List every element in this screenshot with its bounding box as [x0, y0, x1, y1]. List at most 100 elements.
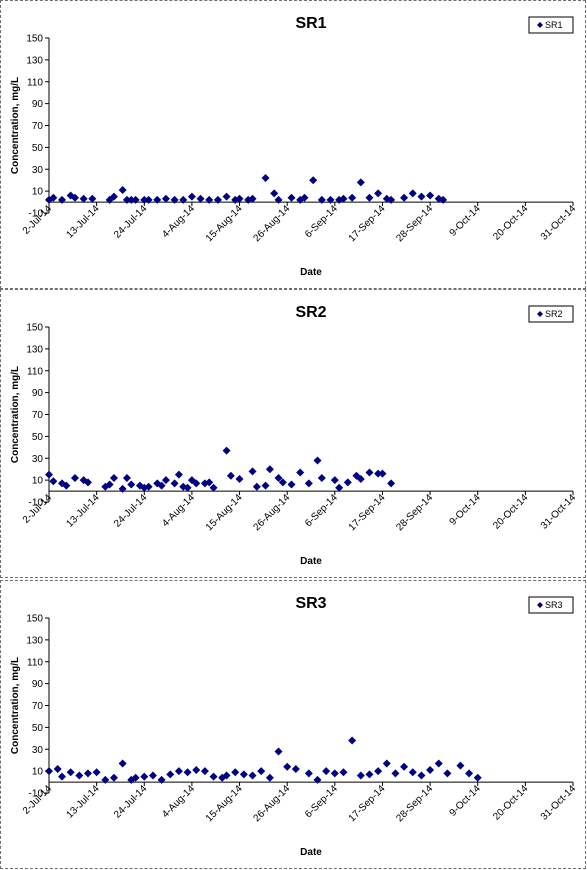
- y-tick-label: 150: [26, 34, 43, 45]
- data-point: [192, 766, 201, 775]
- legend-label: SR3: [545, 600, 563, 610]
- data-point: [183, 768, 192, 777]
- x-tick-label: 20-Oct-14: [491, 783, 531, 823]
- data-point: [265, 773, 274, 782]
- data-point: [265, 465, 274, 474]
- data-point: [304, 769, 313, 778]
- data-point: [209, 483, 218, 492]
- data-point: [348, 193, 357, 202]
- data-point: [274, 473, 283, 482]
- data-point: [153, 195, 162, 204]
- data-point: [57, 195, 66, 204]
- x-tick-label: 13-Jul-14: [64, 492, 102, 530]
- y-tick-label: 90: [32, 99, 44, 110]
- data-point: [161, 476, 170, 485]
- y-tick-label: -10: [29, 498, 44, 509]
- data-point: [313, 456, 322, 465]
- data-point: [326, 195, 335, 204]
- data-point: [374, 767, 383, 776]
- y-tick-label: 30: [32, 165, 44, 176]
- data-point: [222, 771, 231, 780]
- data-point: [365, 770, 374, 779]
- x-tick-label: 31-Oct-14: [539, 203, 579, 243]
- data-point: [226, 471, 235, 480]
- y-tick-label: 50: [32, 723, 44, 734]
- x-tick-label: 20-Oct-14: [491, 203, 531, 243]
- data-point: [49, 193, 58, 202]
- x-tick-label: 17-Sep-14: [347, 203, 388, 244]
- data-point: [122, 473, 131, 482]
- x-tick-label: 31-Oct-14: [539, 492, 579, 532]
- x-tick-label: 28-Sep-14: [394, 492, 435, 533]
- x-tick-label: 26-Aug-14: [252, 783, 293, 824]
- data-point: [339, 768, 348, 777]
- data-point: [408, 189, 417, 198]
- data-point: [248, 771, 257, 780]
- data-point: [330, 476, 339, 485]
- y-axis-title: Concentration, mg/L: [10, 77, 21, 174]
- x-tick-label: 4-Aug-14: [160, 203, 197, 240]
- data-point: [278, 478, 287, 487]
- y-tick-label: 70: [32, 121, 44, 132]
- data-point: [101, 775, 110, 784]
- data-point: [287, 480, 296, 489]
- data-point: [88, 194, 97, 203]
- y-tick-label: -10: [29, 789, 44, 800]
- data-point: [131, 195, 140, 204]
- data-point: [317, 195, 326, 204]
- legend-marker: [537, 22, 543, 28]
- y-tick-label: 130: [26, 55, 43, 66]
- chart-panel-sr3: SR3 -10 10 30 50 70 90 110 130 150 2-Jul-14 13-Jul-…: [0, 580, 586, 869]
- data-point: [222, 446, 231, 455]
- x-tick-label: 28-Sep-14: [394, 203, 435, 244]
- y-tick-label: 150: [26, 614, 43, 625]
- x-tick-label: 15-Aug-14: [204, 203, 245, 244]
- y-tick-label: 130: [26, 344, 43, 355]
- y-tick-label: 130: [26, 635, 43, 646]
- data-point: [339, 194, 348, 203]
- y-tick-label: 10: [32, 767, 44, 778]
- chart-title: SR2: [295, 304, 326, 321]
- y-tick-label: 150: [26, 323, 43, 334]
- x-tick-label: 26-Aug-14: [252, 492, 293, 533]
- data-point: [417, 771, 426, 780]
- data-point: [109, 192, 118, 201]
- data-point: [105, 480, 114, 489]
- x-tick-label: 20-Oct-14: [491, 492, 531, 532]
- y-tick-label: -10: [29, 209, 44, 220]
- data-point: [248, 194, 257, 203]
- data-point: [235, 475, 244, 484]
- data-point: [205, 478, 214, 487]
- x-tick-label: 24-Jul-14: [112, 492, 150, 530]
- x-tick-label: 31-Oct-14: [539, 783, 579, 823]
- data-point: [148, 771, 157, 780]
- data-point: [434, 759, 443, 768]
- data-point: [473, 773, 482, 782]
- x-tick-label: 24-Jul-14: [112, 783, 150, 821]
- data-point: [131, 773, 140, 782]
- y-tick-label: 10: [32, 476, 44, 487]
- data-point: [209, 772, 218, 781]
- y-tick-label: 10: [32, 187, 44, 198]
- data-point: [356, 771, 365, 780]
- x-axis-title: Date: [300, 556, 322, 567]
- data-point: [382, 759, 391, 768]
- chart-title: SR1: [295, 15, 326, 32]
- data-point: [274, 747, 283, 756]
- legend: SR3: [528, 596, 574, 614]
- data-point: [187, 192, 196, 201]
- data-point: [196, 194, 205, 203]
- data-point: [92, 768, 101, 777]
- data-point: [109, 473, 118, 482]
- data-point: [222, 192, 231, 201]
- data-point: [45, 767, 53, 776]
- data-point: [45, 470, 53, 479]
- y-tick-label: 90: [32, 388, 44, 399]
- data-point: [400, 193, 409, 202]
- y-tick-label: 70: [32, 410, 44, 421]
- data-point: [213, 195, 222, 204]
- x-tick-label: 4-Aug-14: [160, 783, 197, 820]
- data-point: [309, 176, 318, 185]
- data-point: [200, 767, 209, 776]
- y-axis-title: Concentration, mg/L: [10, 366, 21, 463]
